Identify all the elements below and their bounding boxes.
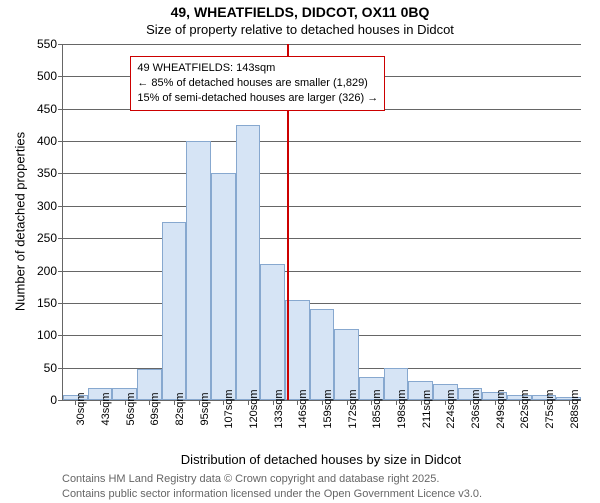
histogram-bar [236, 125, 261, 400]
x-tick: 211sqm [421, 384, 433, 428]
annotation-line: 15% of semi-detached houses are larger (… [137, 91, 378, 106]
x-tick: 30sqm [75, 386, 87, 425]
annotation-box: 49 WHEATFIELDS: 143sqm← 85% of detached … [130, 56, 385, 111]
x-tick: 198sqm [396, 383, 408, 428]
x-tick: 185sqm [371, 383, 383, 428]
x-tick: 288sqm [569, 383, 581, 428]
footer-line2: Contains public sector information licen… [62, 487, 482, 502]
x-tick: 107sqm [223, 383, 235, 428]
y-tick: 500 [37, 69, 63, 83]
x-tick: 69sqm [149, 386, 161, 425]
y-tick: 250 [37, 231, 63, 245]
x-tick: 133sqm [273, 383, 285, 428]
histogram-bar [162, 222, 187, 400]
chart-title-line2: Size of property relative to detached ho… [0, 22, 600, 37]
y-tick: 400 [37, 134, 63, 148]
histogram-chart: 49, WHEATFIELDS, DIDCOT, OX11 0BQ Size o… [0, 0, 600, 500]
x-tick: 56sqm [125, 386, 137, 425]
x-tick: 82sqm [174, 386, 186, 425]
histogram-bar [260, 264, 285, 400]
y-tick: 200 [37, 264, 63, 278]
y-tick: 0 [50, 393, 63, 407]
footer-line1: Contains HM Land Registry data © Crown c… [62, 472, 482, 487]
x-tick: 95sqm [199, 386, 211, 425]
histogram-bar [186, 141, 211, 400]
histogram-bar [211, 173, 236, 400]
x-tick: 236sqm [470, 383, 482, 428]
y-axis-label: Number of detached properties [13, 44, 28, 400]
plot-area: 05010015020025030035040045050055030sqm43… [62, 44, 581, 401]
chart-title-line1: 49, WHEATFIELDS, DIDCOT, OX11 0BQ [0, 4, 600, 20]
annotation-line: ← 85% of detached houses are smaller (1,… [137, 76, 378, 91]
y-tick: 300 [37, 199, 63, 213]
y-tick: 350 [37, 166, 63, 180]
y-tick: 50 [44, 361, 63, 375]
y-tick: 550 [37, 37, 63, 51]
x-tick: 159sqm [322, 383, 334, 428]
x-axis-label: Distribution of detached houses by size … [62, 452, 580, 467]
footer-attribution: Contains HM Land Registry data © Crown c… [62, 472, 482, 503]
x-tick: 224sqm [445, 383, 457, 428]
y-tick: 450 [37, 102, 63, 116]
x-tick: 120sqm [248, 383, 260, 428]
y-tick: 150 [37, 296, 63, 310]
x-tick: 43sqm [100, 386, 112, 425]
x-tick: 172sqm [347, 383, 359, 428]
y-tick: 100 [37, 328, 63, 342]
annotation-line: 49 WHEATFIELDS: 143sqm [137, 61, 378, 76]
x-tick: 146sqm [297, 383, 309, 428]
x-tick: 275sqm [544, 383, 556, 428]
x-tick: 249sqm [495, 383, 507, 428]
x-tick: 262sqm [519, 383, 531, 428]
